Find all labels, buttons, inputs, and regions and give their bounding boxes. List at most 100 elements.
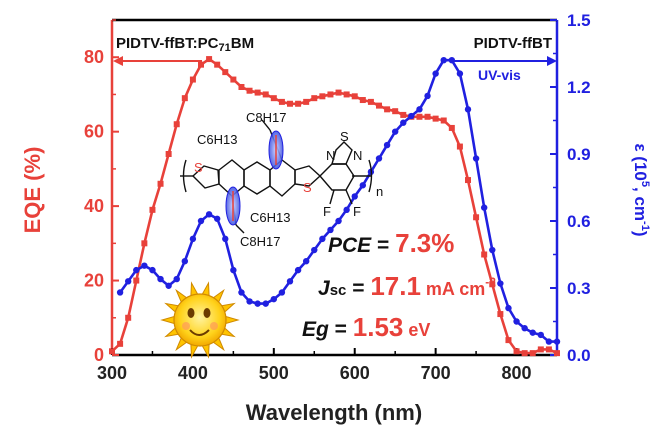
eqe-point xyxy=(351,93,358,100)
absorbance-point xyxy=(294,266,302,274)
eqe-point xyxy=(173,121,180,128)
eqe-point xyxy=(133,277,140,284)
absorbance-point xyxy=(513,318,520,325)
eqe-point xyxy=(554,350,560,357)
sun-face xyxy=(173,293,227,347)
absorbance-point xyxy=(408,112,415,120)
absorbance-point xyxy=(472,155,480,162)
x-tick-label: 700 xyxy=(421,363,451,383)
eqe-point xyxy=(189,76,196,83)
absorbance-point xyxy=(230,266,237,274)
atom-s-bt: S xyxy=(340,129,349,144)
absorbance-point xyxy=(497,280,504,287)
eqe-point xyxy=(198,61,204,68)
absorbance-point xyxy=(302,258,310,265)
absorbance-point xyxy=(278,289,286,296)
y-right-tick-label: 0.0 xyxy=(567,346,591,365)
x-tick-label: 300 xyxy=(97,363,127,383)
legend-right-sublabel: UV-vis xyxy=(478,67,521,83)
eqe-point xyxy=(505,337,512,344)
chain-bottom xyxy=(235,224,245,234)
absorbance-point xyxy=(197,217,205,225)
atom-s-left: S xyxy=(194,160,203,175)
absorbance-point xyxy=(529,329,536,336)
x-tick-label: 500 xyxy=(259,363,289,383)
eqe-point xyxy=(278,98,285,105)
absorbance-point xyxy=(464,106,472,113)
eqe-point xyxy=(481,251,488,258)
eqe-point xyxy=(335,89,342,96)
sun-illustration xyxy=(160,281,240,359)
absorbance-point xyxy=(359,182,367,189)
absorbance-point xyxy=(391,128,399,135)
eqe-point xyxy=(303,98,310,105)
eqe-point xyxy=(521,350,528,357)
eqe-point xyxy=(125,314,132,321)
absorbance-point xyxy=(149,266,156,274)
absorbance-point xyxy=(116,289,124,296)
absorbance-point xyxy=(189,235,197,243)
eqe-point xyxy=(206,56,213,63)
eqe-point xyxy=(295,100,302,107)
x-axis-ticks: 300 400 500 600 700 800 xyxy=(97,348,558,383)
absorbance-point xyxy=(141,262,148,269)
y-right-axis-label: ε (105, cm-1) xyxy=(631,144,651,237)
y-right-tick-label: 1.5 xyxy=(567,11,591,30)
absorbance-point xyxy=(238,289,245,296)
absorbance-point xyxy=(456,70,464,77)
absorbance-point xyxy=(545,338,553,345)
absorbance-point xyxy=(383,141,391,149)
legend-right: PIDTV-ffBT UV-vis xyxy=(452,35,557,83)
eqe-point xyxy=(448,124,455,131)
eqe-point xyxy=(376,102,382,109)
alkyl-bottom-c6: C6H13 xyxy=(250,210,290,225)
eqe-point xyxy=(222,69,229,76)
sun-cheek-right xyxy=(210,322,218,330)
eqe-point xyxy=(246,87,253,94)
eqe-point xyxy=(327,91,334,98)
absorbance-point xyxy=(205,211,213,218)
y-right-axis-ticks: 0.0 0.3 0.6 0.9 1.2 1.5 xyxy=(550,11,591,365)
alkyl-top-c6: C6H13 xyxy=(197,132,237,147)
y-right-tick-label: 1.2 xyxy=(567,78,591,97)
absorbance-point xyxy=(270,295,278,303)
legend-left: PIDTV-ffBT:PC71BM xyxy=(113,35,254,66)
eqe-point xyxy=(165,151,172,157)
eqe-point xyxy=(465,177,471,184)
legend-left-label: PIDTV-ffBT:PC71BM xyxy=(116,35,254,54)
eqe-point xyxy=(440,117,447,124)
eqe-point xyxy=(456,143,463,150)
y-left-tick-label: 60 xyxy=(84,122,104,142)
absorbance-point xyxy=(505,304,512,312)
bond-f-left xyxy=(329,189,335,205)
thiophene-right xyxy=(294,165,322,187)
absorbance-point xyxy=(375,155,383,162)
absorbance-point xyxy=(286,278,294,285)
eg-annotation: Eg = 1.53 eV xyxy=(302,312,430,342)
atom-s-right: S xyxy=(303,180,312,195)
eqe-line xyxy=(111,57,558,355)
chain-top xyxy=(261,119,271,131)
axes-frame xyxy=(110,18,559,357)
eqe-point xyxy=(513,348,520,355)
jsc-annotation: Jsc = 17.1 mA cm-2 xyxy=(318,271,496,301)
absorbance-point xyxy=(335,217,342,225)
eqe-point xyxy=(109,348,115,355)
x-axis-label: Wavelength (nm) xyxy=(246,400,422,425)
molecule-labels: S S S N N F F n C8H17 C6H13 C6H13 C8H17 xyxy=(194,110,383,249)
eqe-point xyxy=(473,214,480,221)
thiadiazole-ring xyxy=(331,141,353,165)
eqe-point xyxy=(254,89,261,96)
eqe-point xyxy=(214,61,221,68)
legend-left-arrowhead xyxy=(113,56,123,66)
atom-n-right: N xyxy=(353,148,362,163)
eqe-point xyxy=(424,113,431,120)
y-right-tick-label: 0.9 xyxy=(567,145,591,164)
legend-right-label: PIDTV-ffBT xyxy=(474,35,552,52)
eqe-point xyxy=(149,206,156,213)
alkyl-top-c8: C8H17 xyxy=(246,110,286,125)
absorbance-point xyxy=(133,266,140,274)
absorbance-point xyxy=(351,193,358,200)
eqe-point xyxy=(545,346,552,353)
absorbance-point xyxy=(553,338,561,345)
